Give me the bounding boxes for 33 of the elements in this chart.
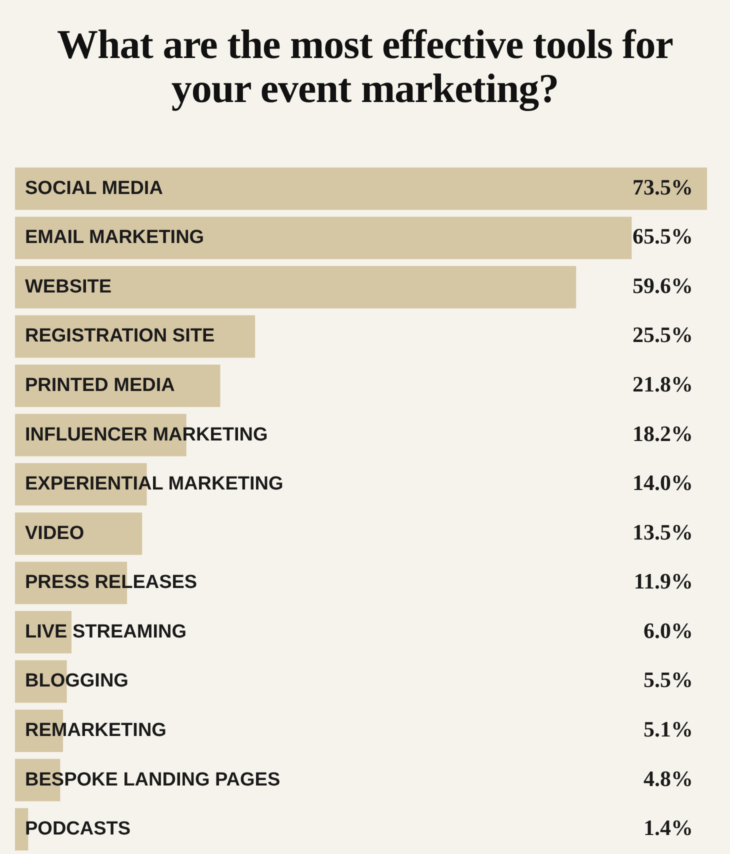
data-label: 18.2% [632, 420, 693, 446]
y-tick-label: EMAIL MARKETING [25, 227, 204, 248]
y-tick-label: SOCIAL MEDIA [25, 178, 164, 199]
data-label: 14.0% [632, 470, 693, 496]
y-tick-label: EXPERIENTIAL MARKETING [25, 474, 284, 495]
data-label: 1.4% [644, 815, 693, 840]
data-label: 4.8% [644, 766, 693, 791]
y-tick-label: PRESS RELEASES [25, 572, 198, 594]
data-label: 11.9% [634, 568, 693, 594]
data-label: 13.5% [632, 519, 693, 544]
y-tick-label: WEBSITE [25, 276, 112, 298]
y-tick-label: REGISTRATION SITE [25, 326, 215, 347]
data-label: 5.5% [644, 667, 693, 692]
y-tick-label: PRINTED MEDIA [25, 375, 176, 396]
y-tick-label: REMARKETING [25, 720, 166, 742]
bar [15, 266, 576, 308]
y-tick-label: PODCASTS [25, 818, 131, 840]
data-label: 25.5% [632, 322, 693, 348]
chart-title: What are the most effective tools for your event marketing? [56, 20, 674, 114]
y-tick-label: BESPOKE LANDING PAGES [25, 769, 280, 790]
data-label: 21.8% [632, 371, 693, 396]
y-tick-label: INFLUENCER MARKETING [25, 424, 268, 446]
bar [15, 216, 632, 260]
bar [15, 512, 142, 555]
y-tick-label: LIVE STREAMING [25, 621, 187, 642]
data-label: 5.1% [644, 716, 693, 742]
y-tick-label: BLOGGING [25, 670, 128, 692]
bar [15, 167, 707, 210]
data-label: 73.5% [632, 174, 693, 200]
y-tick-label: VIDEO [25, 522, 84, 544]
data-label: 59.6% [632, 272, 693, 298]
data-label: 65.5% [632, 224, 693, 249]
data-label: 6.0% [644, 618, 693, 643]
